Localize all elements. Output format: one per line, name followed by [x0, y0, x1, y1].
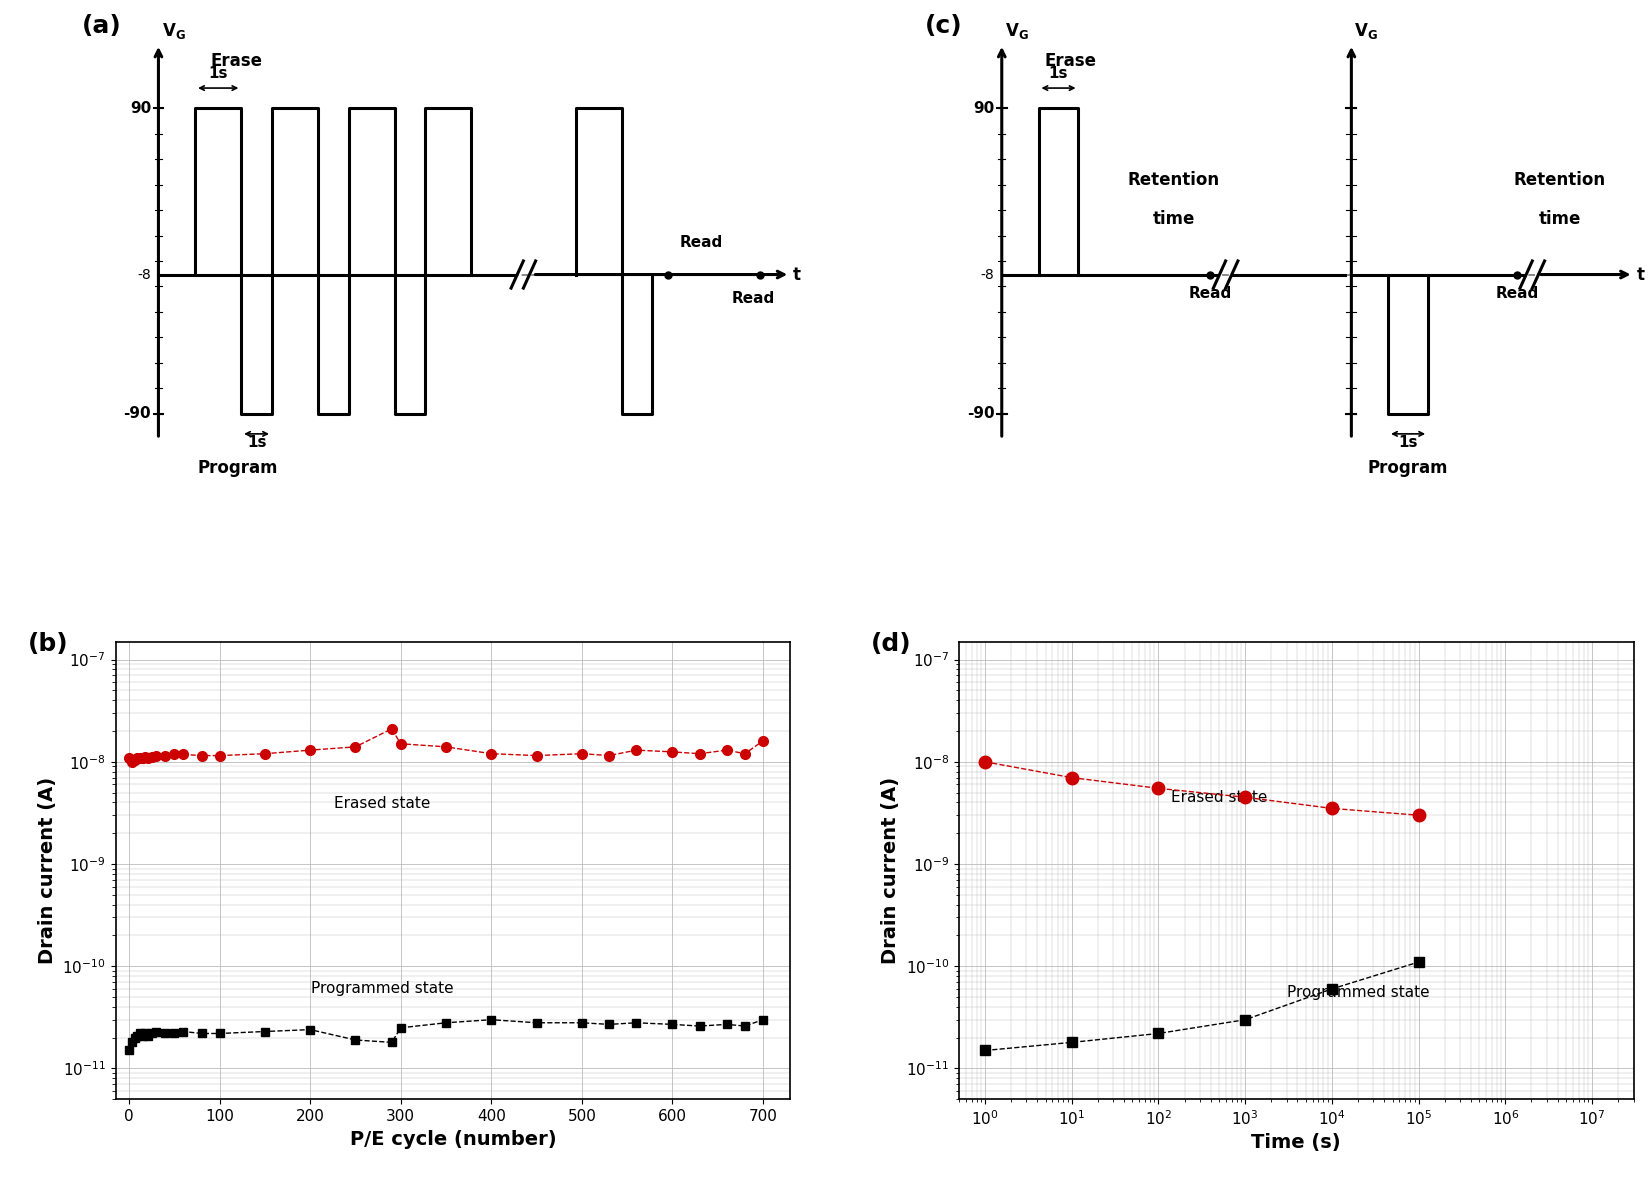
Text: Programmed state: Programmed state — [312, 981, 454, 995]
Text: Read: Read — [731, 291, 776, 306]
Text: -90: -90 — [967, 407, 995, 421]
Text: Erased state: Erased state — [335, 797, 431, 811]
Text: Retention: Retention — [1127, 170, 1219, 189]
Text: Read: Read — [1188, 286, 1233, 301]
Text: Programmed state: Programmed state — [1287, 985, 1429, 1000]
Text: 1s: 1s — [1398, 435, 1417, 450]
Text: 90: 90 — [974, 100, 995, 116]
Text: (c): (c) — [926, 14, 962, 39]
Text: -8: -8 — [137, 267, 152, 281]
Text: Read: Read — [680, 235, 723, 251]
Text: t: t — [1637, 266, 1645, 284]
Text: Read: Read — [1495, 286, 1538, 301]
Text: Program: Program — [198, 459, 279, 476]
Text: Erased state: Erased state — [1172, 791, 1267, 805]
Text: t: t — [794, 266, 802, 284]
Text: Retention: Retention — [1513, 170, 1605, 189]
Y-axis label: Drain current (A): Drain current (A) — [881, 777, 901, 965]
Text: -90: -90 — [124, 407, 152, 421]
Text: time: time — [1152, 209, 1195, 228]
Text: (a): (a) — [82, 14, 122, 39]
Text: (d): (d) — [871, 632, 912, 656]
Text: V$_\mathregular{G}$: V$_\mathregular{G}$ — [1355, 20, 1378, 40]
Text: V$_\mathregular{G}$: V$_\mathregular{G}$ — [1005, 20, 1028, 40]
Text: Erase: Erase — [1044, 52, 1097, 70]
Text: 1s: 1s — [208, 66, 228, 80]
X-axis label: P/E cycle (number): P/E cycle (number) — [350, 1130, 556, 1149]
Text: 1s: 1s — [1049, 66, 1068, 80]
X-axis label: Time (s): Time (s) — [1251, 1134, 1341, 1152]
Text: -8: -8 — [980, 267, 995, 281]
Text: Program: Program — [1368, 459, 1449, 476]
Text: (b): (b) — [28, 632, 68, 656]
Text: 1s: 1s — [248, 435, 266, 450]
Text: time: time — [1539, 209, 1581, 228]
Text: Erase: Erase — [211, 52, 262, 70]
Text: V$_\mathregular{G}$: V$_\mathregular{G}$ — [162, 20, 185, 40]
Y-axis label: Drain current (A): Drain current (A) — [38, 777, 56, 965]
Text: 90: 90 — [130, 100, 152, 116]
